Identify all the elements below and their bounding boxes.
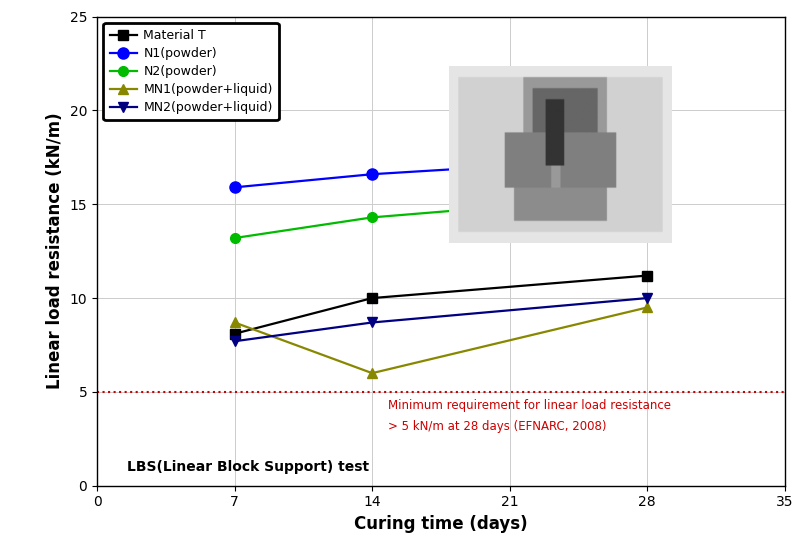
N1(powder) xyxy=(230,184,239,190)
Line: MN2(powder+liquid): MN2(powder+liquid) xyxy=(230,293,652,346)
Material T xyxy=(642,272,652,279)
Text: > 5 kN/m at 28 days (EFNARC, 2008): > 5 kN/m at 28 days (EFNARC, 2008) xyxy=(388,420,607,433)
MN2(powder+liquid) xyxy=(367,319,377,326)
MN1(powder+liquid) xyxy=(367,370,377,376)
MN1(powder+liquid) xyxy=(642,304,652,311)
Text: LBS(Linear Block Support) test: LBS(Linear Block Support) test xyxy=(126,460,369,475)
Line: N1(powder): N1(powder) xyxy=(229,152,653,193)
N2(powder) xyxy=(230,235,239,241)
Material T xyxy=(367,295,377,301)
N2(powder) xyxy=(642,192,652,198)
MN2(powder+liquid) xyxy=(230,338,239,344)
Y-axis label: Linear load resistance (kN/m): Linear load resistance (kN/m) xyxy=(46,113,64,390)
Material T xyxy=(230,331,239,337)
Text: Minimum requirement for linear load resistance: Minimum requirement for linear load resi… xyxy=(388,400,671,412)
N1(powder) xyxy=(642,154,652,161)
Line: MN1(powder+liquid): MN1(powder+liquid) xyxy=(230,302,652,378)
N2(powder) xyxy=(367,214,377,221)
N1(powder) xyxy=(367,171,377,178)
MN1(powder+liquid) xyxy=(230,319,239,326)
Legend: Material T, N1(powder), N2(powder), MN1(powder+liquid), MN2(powder+liquid): Material T, N1(powder), N2(powder), MN1(… xyxy=(104,23,279,120)
X-axis label: Curing time (days): Curing time (days) xyxy=(354,515,527,533)
MN2(powder+liquid) xyxy=(642,295,652,301)
Line: Material T: Material T xyxy=(230,270,652,338)
Line: N2(powder): N2(powder) xyxy=(230,190,652,243)
